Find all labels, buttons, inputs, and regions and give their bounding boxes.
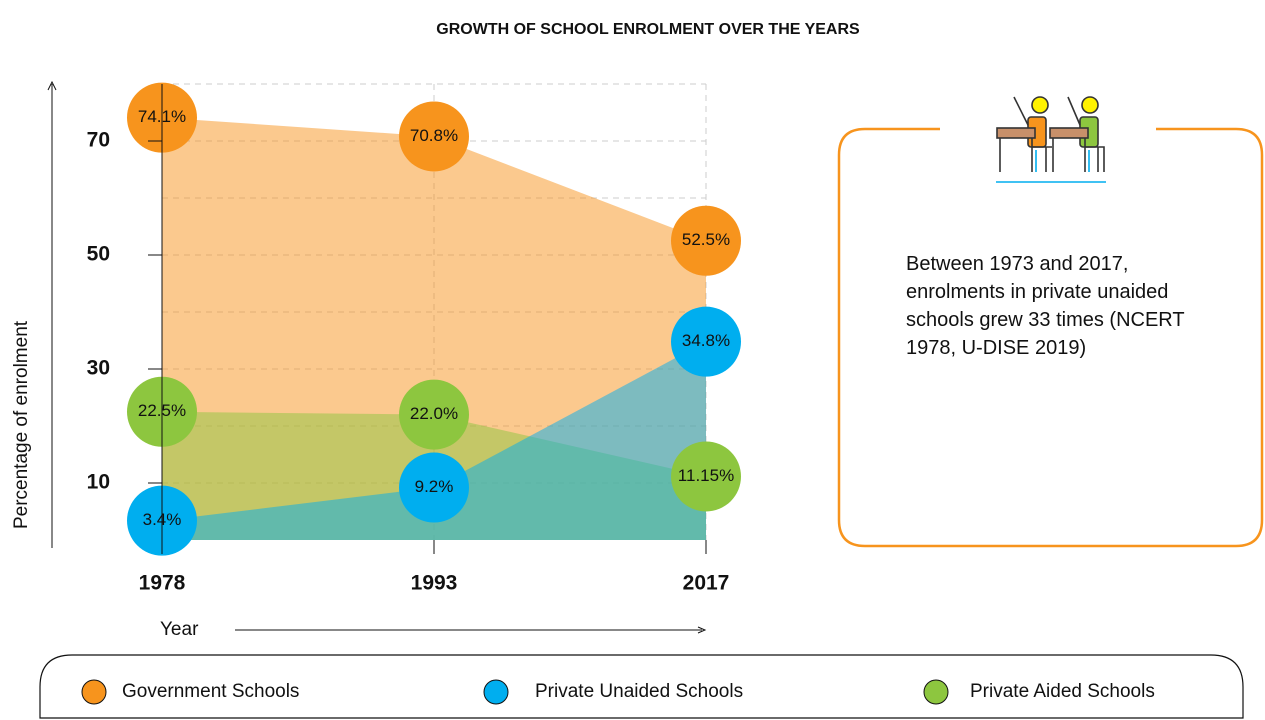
- data-label: 9.2%: [415, 477, 454, 496]
- area: [162, 341, 706, 540]
- x-arrow-head: [697, 626, 707, 634]
- point-marker: [399, 101, 469, 172]
- x-axis-label: Year: [160, 619, 199, 640]
- areas: [162, 117, 706, 540]
- data-label: 52.5%: [682, 230, 730, 249]
- y-tick-label: 70: [87, 129, 110, 152]
- legend-label: Private Aided Schools: [970, 681, 1155, 702]
- y-tick-label: 10: [87, 471, 110, 494]
- chart-title: GROWTH OF SCHOOL ENROLMENT OVER THE YEAR…: [436, 21, 860, 38]
- x-tick-label: 2017: [683, 572, 730, 595]
- y-axis-label: Percentage of enrolment: [11, 320, 32, 529]
- y-tick-label: 30: [87, 357, 110, 380]
- data-label: 11.15%: [678, 466, 734, 485]
- point-marker: [399, 452, 469, 523]
- legend-marker: [483, 679, 509, 705]
- legend-label: Government Schools: [122, 681, 299, 702]
- legend-marker: [923, 679, 949, 705]
- point-marker: [671, 441, 741, 512]
- data-label: 22.0%: [410, 404, 458, 423]
- x-tick-label: 1978: [139, 572, 186, 595]
- legend-marker: [81, 679, 107, 705]
- legend-label: Private Unaided Schools: [535, 681, 743, 702]
- point-marker: [671, 205, 741, 276]
- y-tick-label: 50: [87, 243, 110, 266]
- data-label: 34.8%: [682, 331, 730, 350]
- x-tick-label: 1993: [411, 572, 458, 595]
- point-marker: [671, 306, 741, 377]
- y-arrow-head: [47, 80, 57, 91]
- annotation: Between 1973 and 2017, enrolments in pri…: [906, 253, 1185, 359]
- legend-box: [39, 654, 1244, 719]
- point-marker: [399, 379, 469, 450]
- annotation-box: [837, 127, 1264, 548]
- data-label: 70.8%: [410, 126, 458, 145]
- students-icon: [996, 96, 1106, 183]
